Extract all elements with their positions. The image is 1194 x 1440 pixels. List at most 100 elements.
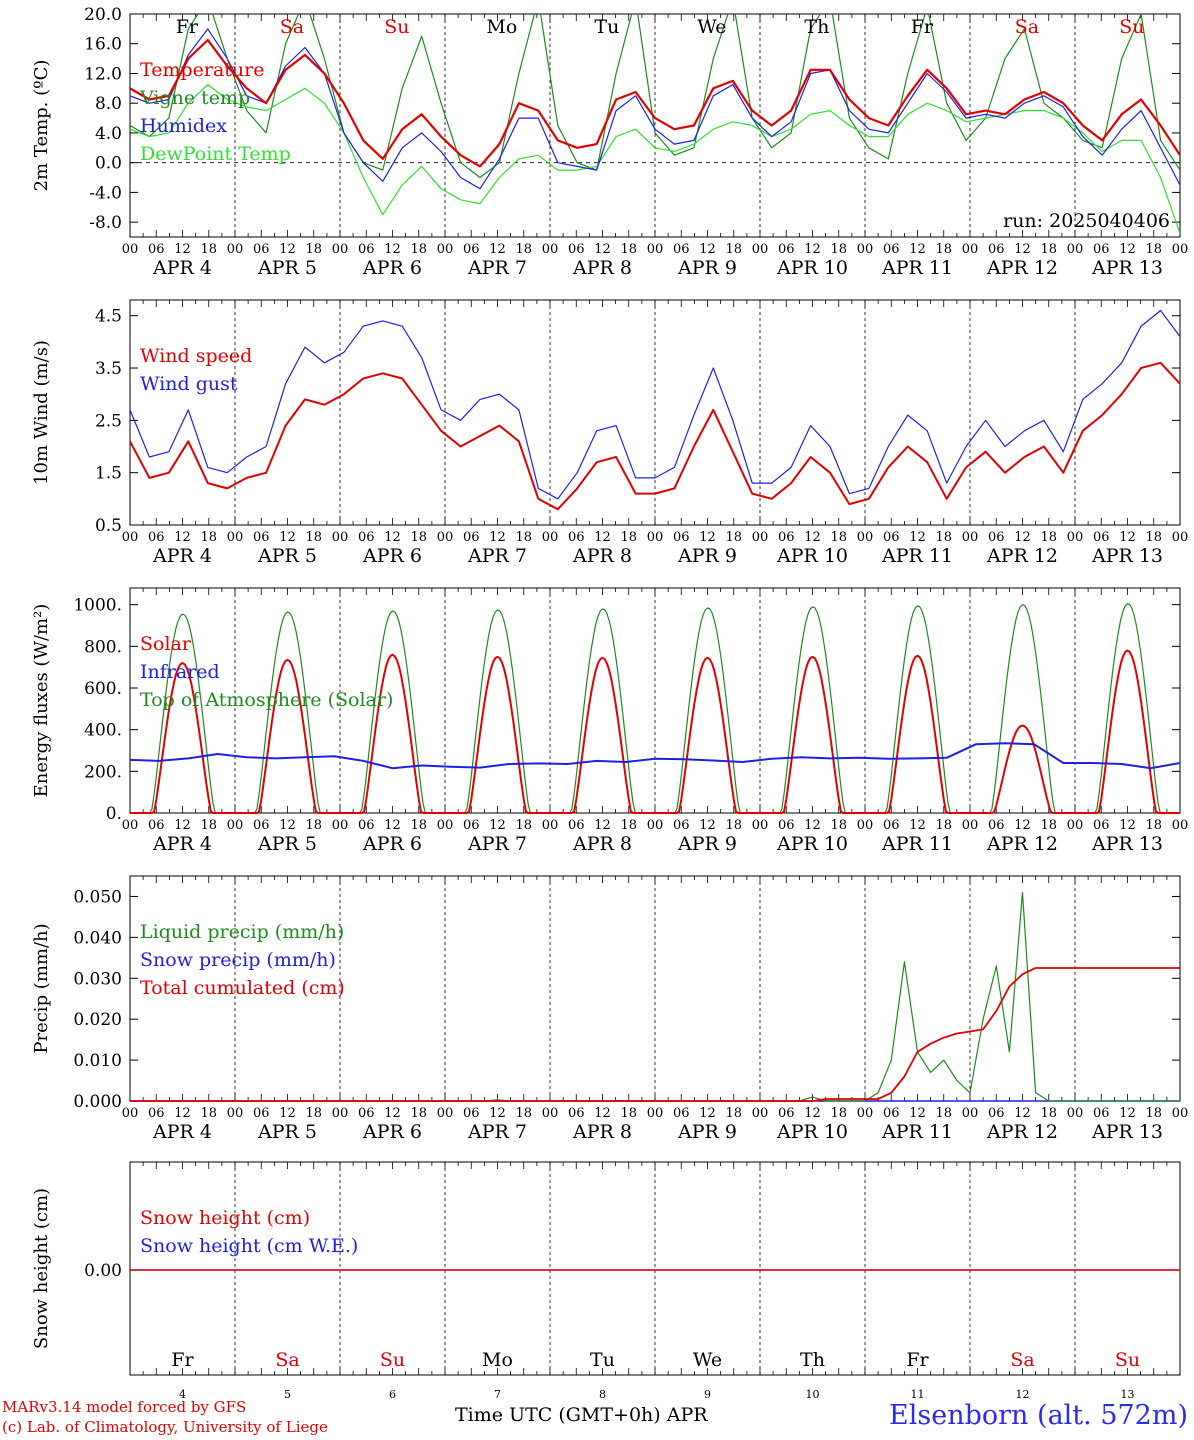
hour-tick-label: 18 [515,1106,532,1121]
hour-tick-label: 18 [935,530,952,545]
y-tick-label: 16.0 [84,35,122,55]
legend-entry: Snow precip (mm/h) [140,949,336,971]
hour-tick-label: 18 [620,1106,637,1121]
date-label: APR 9 [677,833,737,855]
date-label: APR 11 [881,1121,953,1143]
y-tick-label: 1.5 [95,464,122,484]
x-axis-title: Time UTC (GMT+0h) APR [455,1404,708,1426]
hour-tick-label: 06 [673,1106,690,1121]
legend-entry: Humidex [140,115,227,137]
hour-tick-label: 00 [752,1106,769,1121]
weekday-label: Su [384,16,409,38]
date-label: APR 8 [572,257,632,279]
hour-tick-label: 18 [830,242,847,257]
hour-tick-label: 00 [332,530,349,545]
hour-tick-label: 12 [279,1106,296,1121]
hour-tick-label: 18 [410,530,427,545]
date-label: APR 12 [986,1121,1058,1143]
hour-tick-label: 12 [279,530,296,545]
hour-tick-label: 06 [883,1106,900,1121]
hour-tick-label: 18 [935,242,952,257]
hour-tick-label: 18 [515,530,532,545]
hour-tick-label: 06 [463,1106,480,1121]
date-label: APR 7 [467,545,527,567]
hour-tick-label: 06 [883,818,900,833]
hour-tick-label: 18 [725,242,742,257]
y-tick-label: 400. [84,721,122,741]
hour-tick-label: 06 [253,1106,270,1121]
hour-tick-label: 12 [174,818,191,833]
hour-tick-label: 18 [200,818,217,833]
y-tick-label: 800. [84,637,122,657]
y-tick-label: 4.0 [95,124,122,144]
hour-tick-label: 18 [305,530,322,545]
y-tick-label: 8.0 [95,94,122,114]
hour-tick-label: 18 [620,242,637,257]
hour-tick-label: 00 [1067,818,1084,833]
hour-tick-label: 00 [1172,242,1189,257]
hour-tick-label: 06 [358,242,375,257]
hour-tick-label: 12 [909,1106,926,1121]
day-number: 6 [389,1388,396,1401]
hour-tick-label: 00 [227,530,244,545]
panel-4: 0.050 0.040 0.030 0.020 0.010 0.000 Precip (mm… [31,875,1188,1143]
hour-tick-label: 12 [699,818,716,833]
temperature-series [130,14,1180,234]
hour-tick-label: 06 [1093,242,1110,257]
hour-tick-label: 18 [1040,242,1057,257]
hour-tick-label: 00 [962,1106,979,1121]
hour-tick-label: 18 [515,818,532,833]
weekday-label: Su [1119,16,1144,38]
date-label: APR 10 [776,257,848,279]
hour-tick-label: 00 [857,530,874,545]
y-tick-label: 0.000 [73,1092,122,1112]
hour-tick-label: 18 [935,1106,952,1121]
hour-tick-label: 00 [437,1106,454,1121]
hour-tick-label: 18 [830,530,847,545]
legend-entry: Temperature [140,59,264,81]
hour-tick-label: 00 [962,242,979,257]
hour-tick-label: 00 [332,818,349,833]
day-number: 9 [704,1388,711,1401]
weekday-label: Sa [280,16,304,38]
hour-tick-label: 06 [988,818,1005,833]
day-number: 4 [179,1388,186,1401]
hour-tick-label: 18 [830,818,847,833]
date-label: APR 10 [776,545,848,567]
y-tick-label: 2.5 [95,411,122,431]
legend-entry: Vigne temp [139,87,250,109]
date-label: APR 6 [362,833,422,855]
date-label: APR 8 [572,545,632,567]
hour-tick-label: 18 [1145,1106,1162,1121]
panel-frame [129,13,1181,238]
hour-tick-label: 06 [778,530,795,545]
hour-tick-label: 06 [883,242,900,257]
lab-credit: (c) Lab. of Climatology, University of L… [2,1418,328,1436]
date-label: APR 13 [1091,545,1163,567]
day-number: 8 [599,1388,606,1401]
y-tick-label: 4.5 [95,307,122,327]
date-label: APR 6 [362,1121,422,1143]
date-label: APR 9 [677,545,737,567]
weekday-label: Tu [594,16,619,38]
weekday-label: Sa [1015,16,1039,38]
weekday-label: We [697,16,726,38]
hour-tick-label: 18 [725,818,742,833]
hour-tick-label: 00 [227,818,244,833]
y-axis-label: 10m Wind (m/s) [31,340,52,485]
hour-tick-label: 00 [1067,530,1084,545]
hour-tick-label: 18 [305,1106,322,1121]
run-label: run: 2025040406 [1003,210,1170,232]
hour-tick-label: 18 [200,242,217,257]
hour-tick-label: 12 [174,242,191,257]
series-line-wind-gust [129,309,1181,500]
hour-tick-label: 00 [437,818,454,833]
hour-tick-label: 12 [1014,530,1031,545]
hour-tick-label: 12 [909,530,926,545]
weekday-label: Fr [171,1349,194,1371]
hour-tick-label: 06 [883,530,900,545]
hour-tick-label: 06 [988,530,1005,545]
legend-entry: Total cumulated (cm) [140,977,345,999]
y-axis-label: 2m Temp. (ºC) [31,60,52,192]
day-number: 7 [494,1388,501,1401]
